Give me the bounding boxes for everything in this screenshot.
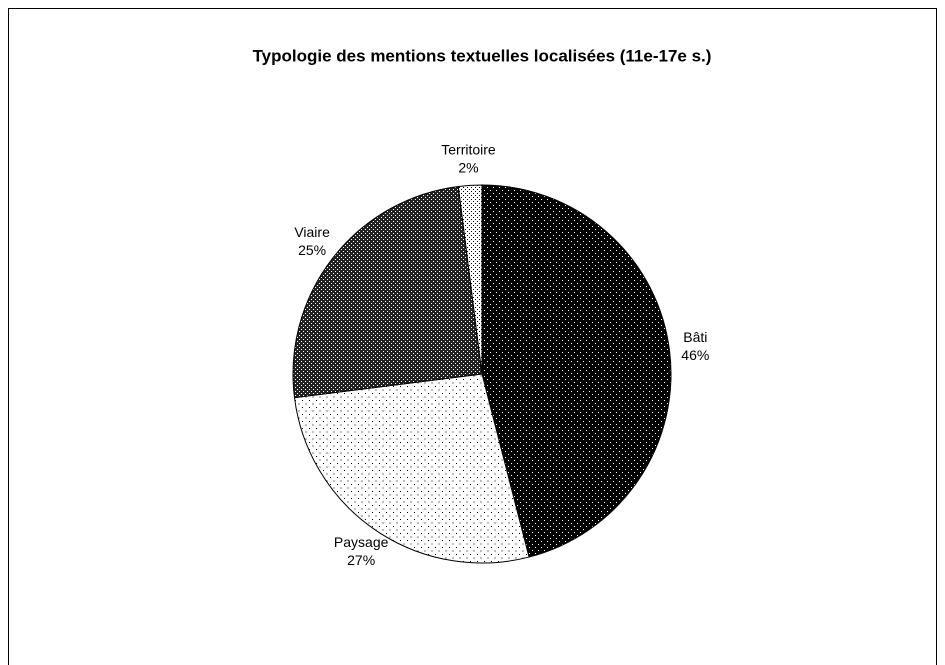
slice-label: Paysage 27% xyxy=(334,534,389,568)
slice-value: 27% xyxy=(347,552,375,568)
slice-value: 25% xyxy=(298,242,326,258)
slice-label: Territoire 2% xyxy=(441,141,496,175)
pie-slice xyxy=(293,373,530,564)
slice-label: Bâti 46% xyxy=(681,329,709,363)
slice-category: Paysage xyxy=(334,534,389,550)
pie-slice xyxy=(292,185,483,399)
slice-category: Viaire xyxy=(294,224,330,240)
slice-value: 46% xyxy=(681,347,709,363)
slice-category: Bâti xyxy=(683,329,707,345)
slice-category: Territoire xyxy=(441,141,496,157)
pie-slice xyxy=(457,184,483,375)
slice-value: 2% xyxy=(458,159,478,175)
pie-slice xyxy=(481,184,672,558)
chart-title: Typologie des mentions textuelles locali… xyxy=(253,46,712,65)
slice-label: Viaire 25% xyxy=(294,224,330,258)
